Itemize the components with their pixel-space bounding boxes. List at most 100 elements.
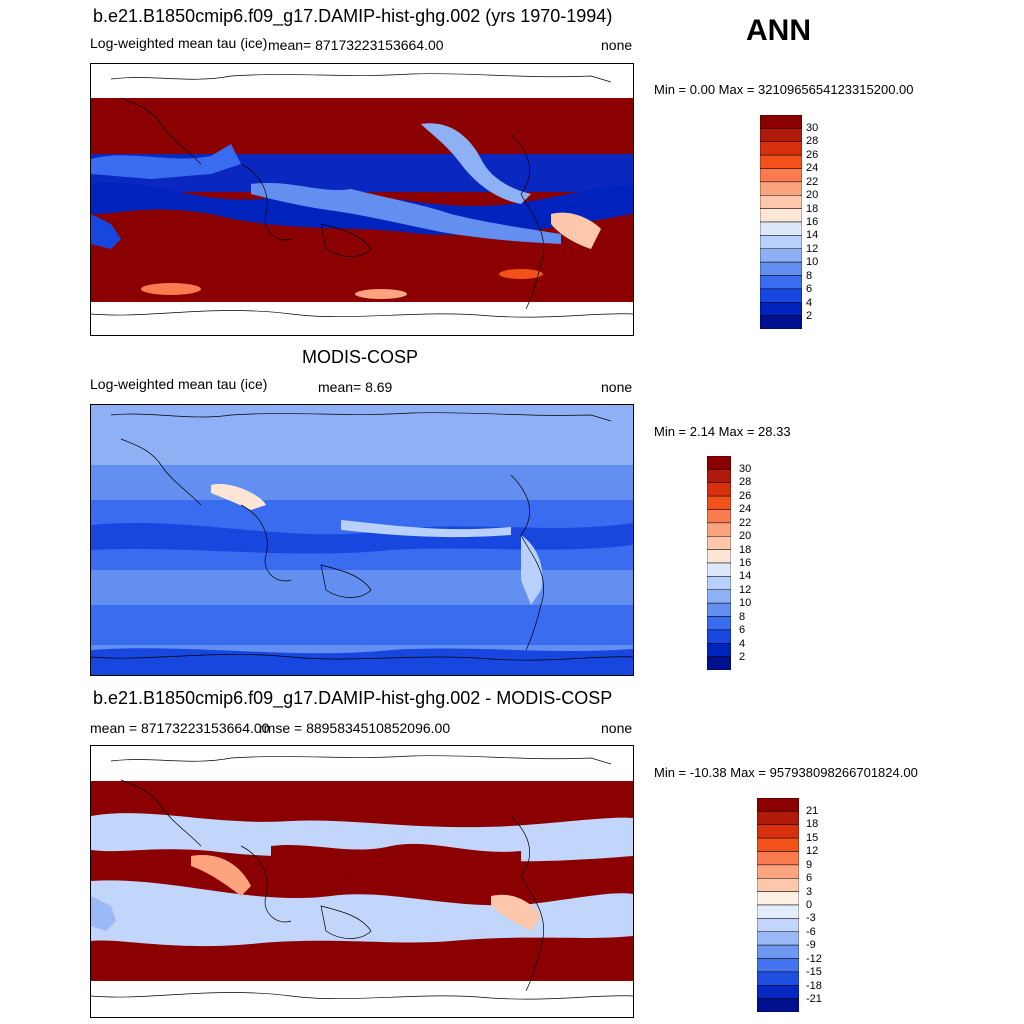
colorbar-tick-label: 24 — [739, 503, 752, 515]
colorbar-tick-label: 22 — [806, 176, 819, 188]
map-model — [90, 63, 634, 336]
colorbar-swatch — [759, 128, 803, 142]
colorbar-swatch — [706, 455, 732, 470]
colorbar-swatch — [756, 878, 800, 892]
colorbar-tick-label: -18 — [806, 980, 822, 992]
colorbar-swatch — [706, 643, 732, 657]
colorbar-swatch — [706, 469, 732, 483]
colorbar-swatch — [759, 288, 803, 303]
colorbar-tick-label: 18 — [806, 818, 819, 830]
colorbar-swatch — [756, 944, 800, 959]
colorbar-swatch — [759, 181, 803, 196]
map-model-field — [91, 73, 633, 318]
panel-title-obs: MODIS-COSP — [302, 347, 419, 367]
colorbar-tick-label: 30 — [806, 122, 819, 134]
colorbar-tick-label: 18 — [739, 544, 752, 556]
colorbar-tick-label: 28 — [806, 135, 819, 147]
colorbar-swatch — [756, 851, 800, 866]
colorbar-swatch — [759, 195, 803, 209]
colorbar-swatch — [706, 509, 732, 524]
colorbar-swatch — [756, 811, 800, 825]
colorbar-tick-label: 15 — [806, 832, 819, 844]
colorbar-diff — [756, 797, 800, 1017]
colorbar-tick-label: 6 — [806, 872, 813, 884]
panel-mean-label-model: mean= 87173223153664.00 — [268, 37, 444, 53]
colorbar-model — [759, 114, 803, 334]
colorbar-tick-label: 4 — [806, 297, 813, 309]
colorbar-tick-label: 12 — [806, 845, 819, 857]
colorbar-swatch — [759, 141, 803, 156]
colorbar-tick-label: 14 — [739, 570, 752, 582]
colorbar-swatch — [759, 248, 803, 263]
panel-minmax-obs: Min = 2.14 Max = 28.33 — [654, 424, 791, 439]
map-diff — [90, 745, 634, 1018]
colorbar-tick-label: 8 — [739, 611, 746, 623]
colorbar-swatch — [756, 918, 800, 932]
colorbar-swatch — [756, 971, 800, 986]
colorbar-swatch — [706, 482, 732, 497]
colorbar-tick-label: 16 — [739, 557, 752, 569]
colorbar-tick-label: 8 — [806, 270, 813, 282]
colorbar-swatch — [706, 549, 732, 564]
colorbar-tick-label: -9 — [806, 939, 816, 951]
colorbar-tick-label: 20 — [806, 189, 819, 201]
colorbar-tick-label: 3 — [806, 886, 813, 898]
colorbar-swatch — [756, 998, 800, 1013]
colorbar-swatch — [706, 536, 732, 550]
colorbar-swatch — [759, 168, 803, 183]
panel-variable-label-obs: Log-weighted mean tau (ice) — [90, 376, 268, 392]
colorbar-tick-label: -21 — [806, 993, 822, 1005]
colorbar-tick-label: 6 — [806, 283, 813, 295]
colorbar-swatch — [756, 985, 800, 999]
colorbar-tick-label: -6 — [806, 926, 816, 938]
colorbar-tick-label: -15 — [806, 966, 822, 978]
colorbar-swatches-obs — [706, 455, 732, 671]
map-diff-field — [91, 755, 633, 1000]
colorbar-tick-label: 2 — [806, 310, 813, 322]
panel-minmax-diff: Min = -10.38 Max = 957938098266701824.00 — [654, 765, 918, 780]
colorbar-swatches-diff — [756, 797, 800, 1013]
colorbar-tick-label: 24 — [806, 162, 819, 174]
colorbar-tick-label: -12 — [806, 953, 822, 965]
season-label: ANN — [746, 14, 811, 47]
panel-title-diff: b.e21.B1850cmip6.f09_g17.DAMIP-hist-ghg.… — [93, 688, 613, 708]
colorbar-swatch — [759, 275, 803, 290]
colorbar-tick-label: 2 — [739, 651, 746, 663]
colorbar-tick-label: 0 — [806, 899, 813, 911]
colorbar-swatch — [759, 235, 803, 249]
colorbar-swatch — [759, 154, 803, 169]
colorbar-swatch — [706, 522, 732, 537]
colorbar-swatch — [756, 837, 800, 852]
colorbar-swatch — [759, 221, 803, 236]
colorbar-tick-label: 9 — [806, 859, 813, 871]
colorbar-swatch — [759, 114, 803, 129]
map-obs — [90, 404, 634, 676]
colorbar-tick-label: 10 — [806, 256, 819, 268]
colorbar-tick-label: 30 — [739, 463, 752, 475]
colorbar-tick-label: 21 — [806, 805, 819, 817]
colorbar-swatches-model — [759, 114, 803, 330]
colorbar-tick-label: -3 — [806, 912, 816, 924]
panel-title-model: b.e21.B1850cmip6.f09_g17.DAMIP-hist-ghg.… — [93, 6, 613, 26]
colorbar-swatch — [756, 931, 800, 946]
panel-mean-label-diff: mean = 87173223153664.00 — [90, 720, 270, 736]
colorbar-tick-label: 20 — [739, 530, 752, 542]
colorbar-swatch — [756, 958, 800, 973]
colorbar-tick-label: 26 — [739, 490, 752, 502]
panel-units-label-obs: none — [601, 379, 633, 395]
colorbar-tick-label: 26 — [806, 149, 819, 161]
colorbar-swatch — [706, 602, 732, 617]
colorbar-tick-label: 16 — [806, 216, 819, 228]
colorbar-tick-label: 12 — [806, 243, 819, 255]
colorbar-tick-label: 12 — [739, 584, 752, 596]
colorbar-swatch — [759, 302, 803, 316]
colorbar-swatch — [759, 315, 803, 330]
colorbar-swatch — [756, 864, 800, 879]
colorbar-swatch — [759, 261, 803, 276]
colorbar-swatch — [756, 904, 800, 919]
colorbar-swatch — [756, 797, 800, 812]
colorbar-swatch — [756, 891, 800, 906]
colorbar-tick-label: 22 — [739, 517, 752, 529]
map-obs-field — [91, 405, 633, 675]
panel-rmse-label-diff: rmse = 8895834510852096.00 — [259, 720, 451, 736]
